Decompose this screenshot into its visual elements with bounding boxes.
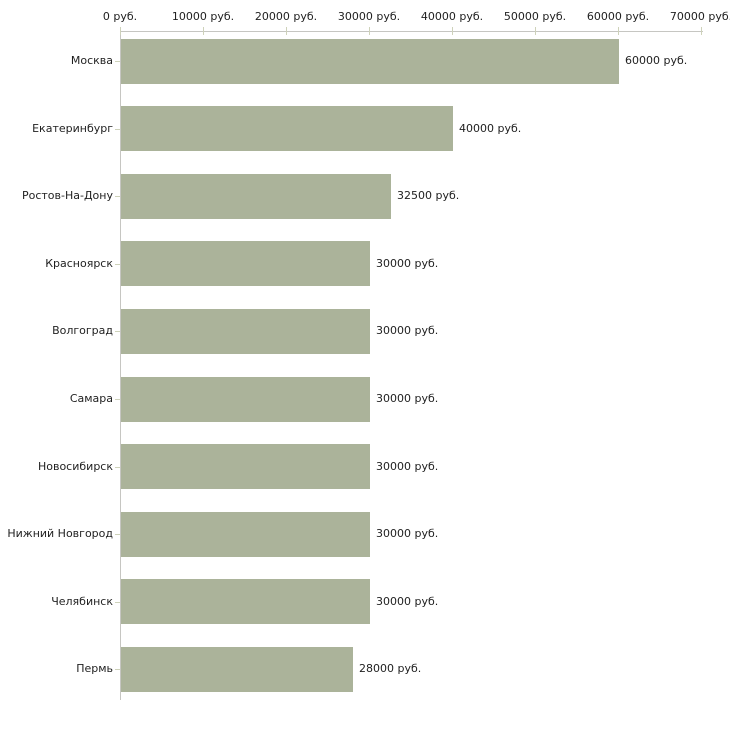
category-label: Екатеринбург: [32, 121, 113, 135]
y-axis-tick: [115, 61, 120, 62]
x-axis-tick: [535, 27, 536, 35]
x-axis-tick: [369, 27, 370, 35]
bar: [121, 106, 453, 152]
category-label: Волгоград: [52, 324, 113, 338]
bar: [121, 579, 370, 625]
x-axis-tick: [203, 27, 204, 35]
category-label: Пермь: [76, 662, 113, 676]
y-axis-tick: [115, 399, 120, 400]
x-axis-tick-label: 10000 руб.: [171, 10, 235, 23]
category-label: Новосибирск: [37, 459, 113, 473]
y-axis-tick: [115, 331, 120, 333]
category-label: Москва: [70, 54, 113, 67]
x-axis-tick: [701, 27, 702, 35]
x-axis-tick: [286, 27, 287, 35]
x-axis-line: [120, 31, 703, 32]
value-label: 32500 руб.: [397, 189, 460, 203]
bar: [121, 241, 370, 287]
y-axis-tick: [115, 196, 120, 198]
value-label: 40000 руб.: [459, 121, 522, 135]
y-axis-tick: [115, 601, 120, 603]
category-label: Нижний Новгород: [7, 527, 113, 541]
category-label: Красноярск: [45, 256, 113, 270]
x-axis-tick: [120, 27, 121, 35]
x-axis-tick-label: 50000 руб.: [503, 10, 567, 23]
bar: [121, 376, 370, 422]
y-axis-tick: [115, 263, 120, 265]
category-label: Ростов-На-Дону: [21, 189, 113, 203]
value-label: 30000 руб.: [376, 256, 439, 270]
x-axis-tick-label: 70000 руб.: [669, 10, 730, 23]
y-axis-line: [120, 31, 121, 700]
bar: [121, 646, 353, 692]
value-label: 30000 руб.: [376, 527, 439, 541]
value-label: 28000 руб.: [359, 662, 422, 676]
y-axis-tick: [115, 534, 120, 536]
bar: [121, 511, 370, 557]
x-axis-tick: [452, 27, 453, 35]
value-label: 30000 руб.: [376, 594, 439, 608]
bar: [121, 173, 391, 219]
x-axis-tick-label: 60000 руб.: [586, 10, 650, 23]
x-axis-tick-label: 40000 руб.: [420, 10, 484, 23]
value-label: 60000 руб.: [625, 54, 688, 67]
value-label: 30000 руб.: [376, 392, 439, 405]
y-axis-tick: [115, 669, 120, 671]
y-axis-tick: [115, 128, 120, 130]
x-axis-tick-label: 0 руб.: [102, 10, 138, 23]
x-axis-tick-label: 30000 руб.: [337, 10, 401, 23]
category-label: Самара: [69, 392, 113, 405]
x-axis-tick: [618, 27, 619, 35]
value-label: 30000 руб.: [376, 324, 439, 338]
y-axis-tick: [115, 466, 120, 468]
x-axis-tick-label: 20000 руб.: [254, 10, 318, 23]
bar: [121, 444, 370, 490]
bar: [121, 38, 619, 84]
category-label: Челябинск: [51, 594, 113, 608]
bar: [121, 308, 370, 354]
value-label: 30000 руб.: [376, 459, 439, 473]
